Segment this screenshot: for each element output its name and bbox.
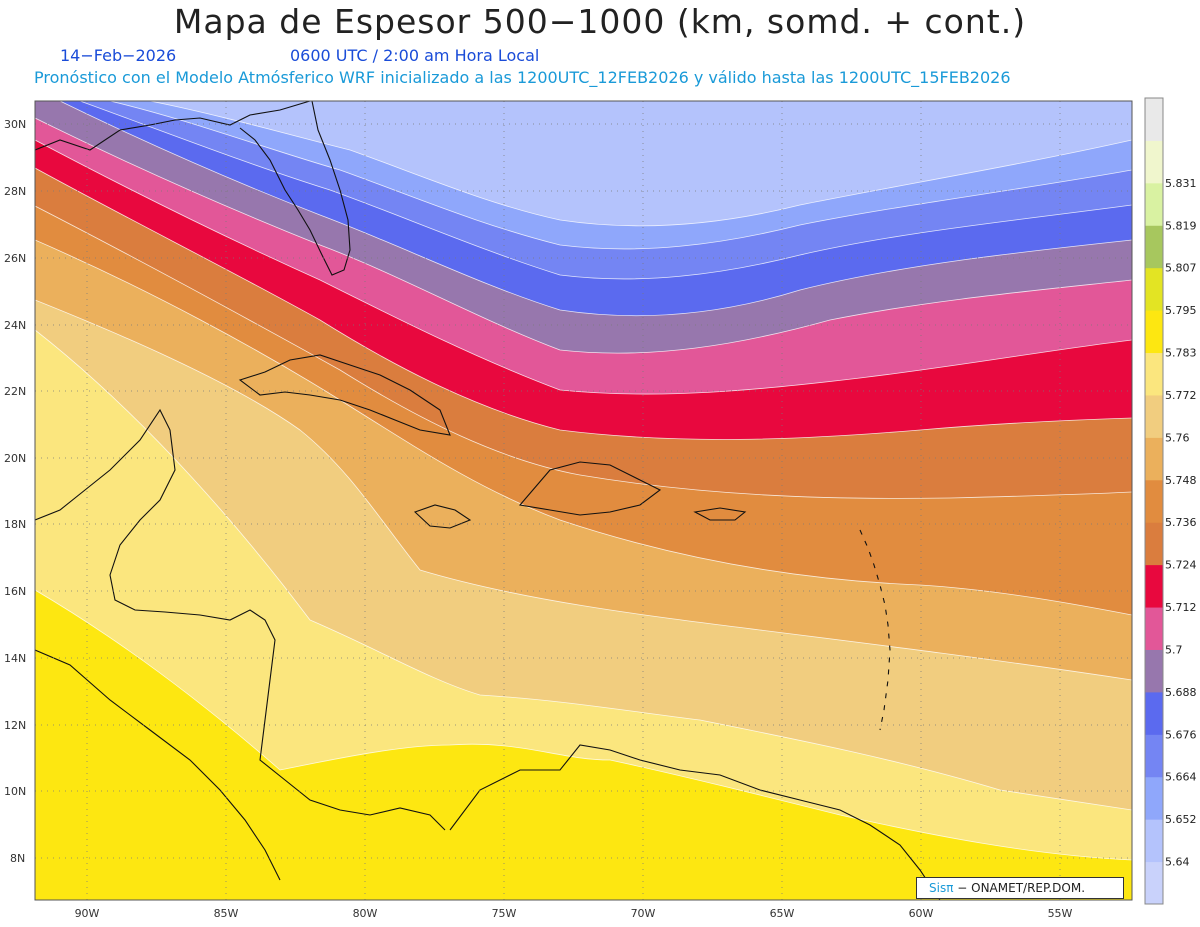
colorbar-label: 5.676 [1165,728,1197,741]
lat-label: 18N [4,518,26,531]
lesser-antilles [859,529,891,731]
colorbar-label: 5.748 [1165,474,1197,487]
hispaniola [518,461,662,516]
lon-label: 90W [75,907,100,920]
lat-label: 26N [4,252,26,265]
colorbar-label: 5.664 [1165,771,1197,784]
colorbar-swatch [1145,861,1163,905]
colorbar-swatch [1145,182,1163,226]
colorbar-swatch [1145,98,1163,141]
colorbar-swatch [1145,437,1163,481]
colorbar-swatch [1145,522,1163,566]
puerto-rico [693,507,747,521]
lat-label: 10N [4,785,26,798]
colorbar-label: 5.807 [1165,262,1197,275]
colorbar-swatch [1145,394,1163,438]
colorbar-frame [1144,97,1164,905]
colorbar-label: 5.76 [1165,431,1190,444]
colorbar-label: 5.688 [1165,686,1197,699]
sispi-logo-text: Sisπ [929,881,954,895]
florida-peninsula [239,101,351,276]
colorbar-swatch [1145,310,1163,354]
credit-text: − ONAMET/REP.DOM. [957,881,1086,895]
colorbar-label: 5.772 [1165,389,1197,402]
colorbar-label: 5.736 [1165,516,1197,529]
colorbar-label: 5.724 [1165,559,1197,572]
colorbar-label: 5.831 [1165,177,1197,190]
colorbar-swatch [1145,607,1163,650]
colorbar-label: 5.819 [1165,219,1197,232]
lon-label: 65W [770,907,795,920]
colorbar-swatch [1145,225,1163,269]
jamaica [413,504,472,529]
colorbar-swatch [1145,267,1163,311]
lon-label: 80W [353,907,378,920]
colorbar-swatch [1145,352,1163,396]
lat-label: 22N [4,385,26,398]
lon-label: 55W [1048,907,1073,920]
lon-label: 75W [492,907,517,920]
lat-label: 20N [4,452,26,465]
colorbar-label: 5.7 [1165,643,1183,656]
lat-label: 30N [4,118,26,131]
lon-labels: 90W 85W 80W 75W 70W 65W 60W 55W [75,907,1073,920]
colorbar-label: 5.783 [1165,347,1197,360]
gulf-coast [35,101,311,151]
model-info: Pronóstico con el Modelo Atmósferico WRF… [34,68,1011,87]
coastlines [35,101,941,900]
colorbar-label: 5.652 [1165,813,1197,826]
lat-label: 12N [4,719,26,732]
credit-box: Sisπ − ONAMET/REP.DOM. [916,877,1124,899]
colorbar-swatch [1145,734,1163,778]
colorbar-swatch [1145,140,1163,184]
colorbar-swatch [1145,649,1163,693]
lat-label: 28N [4,185,26,198]
contour-lines [35,101,1132,861]
forecast-date: 14−Feb−2026 [60,46,177,65]
thickness-bands [35,101,1132,900]
colorbar-swatch [1145,776,1163,820]
lat-label: 14N [4,652,26,665]
cuba [238,354,451,436]
lon-label: 85W [214,907,239,920]
lat-label: 24N [4,319,26,332]
lat-labels: 30N 28N 26N 24N 22N 20N 18N 16N 14N 12N … [4,118,26,865]
valid-time: 0600 UTC / 2:00 am Hora Local [290,46,540,65]
lon-label: 60W [909,907,934,920]
colorbar-label: 5.795 [1165,304,1197,317]
pacific-coast [35,649,281,881]
colorbar-label: 5.64 [1165,856,1190,869]
central-america-coast [35,408,446,831]
colorbar-swatch [1145,479,1163,523]
lat-label: 16N [4,585,26,598]
colorbar-label: 5.712 [1165,601,1197,614]
map-title: Mapa de Espesor 500−1000 (km, somd. + co… [173,2,1027,41]
lon-label: 70W [631,907,656,920]
map-frame [34,100,1133,901]
lat-label: 8N [10,852,25,865]
colorbar-swatch [1145,691,1163,735]
band-5-640 [150,101,1132,226]
colorbar-swatch [1145,564,1163,608]
colorbar: 5.64 5.652 5.664 5.676 5.688 5.7 5.712 5.724 5.7… [1144,97,1197,905]
south-america-coast [449,744,941,900]
colorbar-swatch [1145,819,1163,863]
